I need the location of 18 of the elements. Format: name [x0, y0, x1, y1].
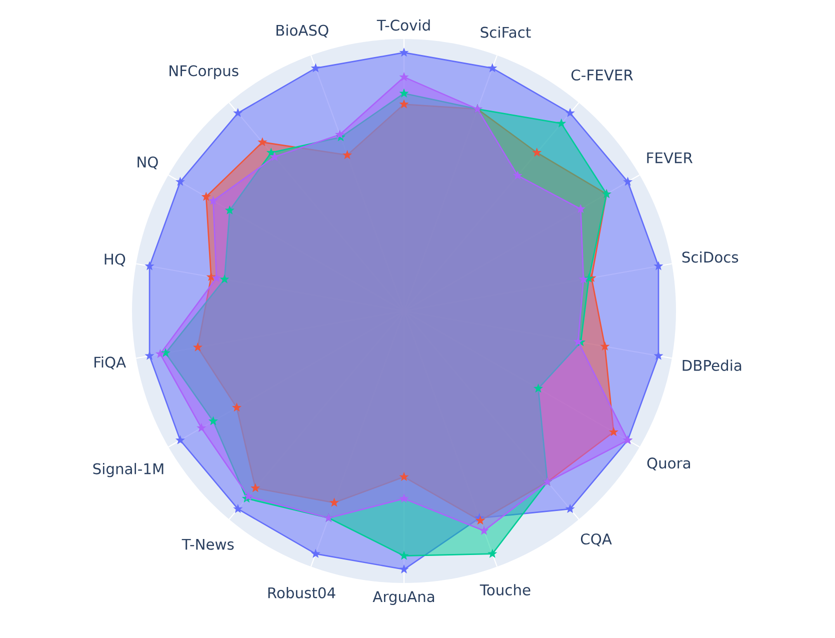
- spoke-label: FiQA: [94, 356, 126, 370]
- spoke-label: T-News: [182, 538, 234, 550]
- spoke-label: ArguAna: [372, 591, 434, 605]
- spoke-label: FEVER: [647, 152, 693, 164]
- spoke-label: Signal-1M: [93, 462, 164, 478]
- spoke-label: SciDocs: [682, 251, 738, 263]
- spoke-label: BioASQ: [276, 24, 328, 38]
- spoke-label: Touche: [480, 584, 530, 596]
- spoke-label: T-Covid: [376, 19, 430, 31]
- spoke-label: Quora: [647, 458, 690, 470]
- spoke-label: DBPedia: [682, 360, 742, 371]
- spoke-label: NFCorpus: [170, 65, 238, 80]
- spoke-label: C-FEVER: [571, 69, 633, 81]
- spoke-label: NQ: [138, 156, 158, 170]
- spoke-label: HQ: [104, 254, 126, 266]
- spoke-label: Robust04: [268, 586, 336, 598]
- spoke-label: SciFact: [480, 26, 531, 38]
- spoke-label: CQA: [580, 533, 612, 546]
